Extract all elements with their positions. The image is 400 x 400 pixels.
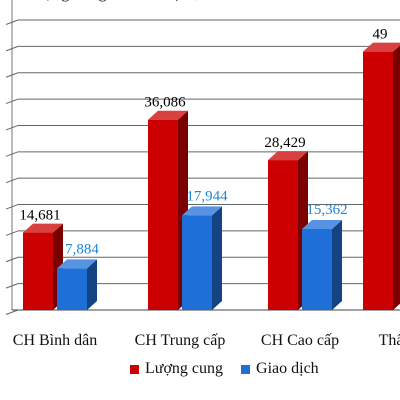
bar-transaction-0-top (57, 259, 97, 269)
bar-transaction-1-top (182, 206, 222, 216)
category-label-2: CH Cao cấp (261, 332, 339, 349)
gridline-tick (5, 72, 19, 78)
bar-transaction-1-side (212, 206, 222, 310)
gridline-tick (5, 283, 19, 289)
bar-transaction-2-top (302, 220, 342, 230)
chart-title: Lượng cung & Giao dịch, căn (24, 0, 228, 2)
data-label-supply-2: 28,429 (264, 135, 305, 151)
legend-label-supply: Lượng cung (145, 360, 224, 377)
data-label-supply-3: 49 (373, 27, 388, 43)
bar-supply-3 (363, 51, 393, 311)
legend-label-transaction: Giao dịch (256, 360, 319, 377)
chart-legend: Lượng cung Giao dịch (130, 360, 319, 378)
legend-swatch-transaction (241, 364, 251, 374)
category-label-3: Thấp (379, 332, 400, 349)
gridline-tick (5, 151, 19, 157)
bar-supply-0-top (23, 223, 63, 233)
bar-transaction-0 (57, 268, 87, 310)
gridline-tick (5, 19, 19, 25)
legend-swatch-supply (130, 364, 139, 374)
legend-item-transaction: Giao dịch (241, 360, 319, 378)
gridline-tick (5, 177, 19, 184)
data-label-transaction-2: 15,362 (306, 202, 347, 218)
gridline-tick (5, 45, 19, 52)
bar-transaction-0-side (87, 259, 97, 310)
bar-supply-1-top (148, 110, 188, 120)
gridline-tick (5, 98, 19, 105)
gridline-tick (5, 309, 19, 315)
bar-supply-1 (148, 119, 178, 310)
data-label-supply-1: 36,086 (144, 95, 186, 111)
bar-supply-3-top (363, 42, 400, 52)
gridline-tick (5, 230, 19, 236)
bar-supply-3-side (393, 45, 400, 310)
legend-item-supply: Lượng cung (130, 360, 223, 378)
bar-transaction-2-side (332, 220, 342, 310)
gridline-tick (5, 256, 19, 263)
bar-supply-2 (268, 160, 298, 310)
bar-supply-0 (23, 232, 53, 310)
data-label-supply-0: 14,681 (19, 208, 60, 224)
category-label-1: CH Trung cấp (135, 332, 226, 349)
bar-supply-2-top (268, 151, 308, 161)
data-label-transaction-0: 7,884 (65, 241, 99, 257)
bar-transaction-2 (302, 229, 332, 310)
category-label-0: CH Bình dân (13, 332, 97, 349)
bar-transaction-1 (182, 215, 212, 310)
data-label-transaction-1: 17,944 (186, 188, 228, 204)
gridline-tick (5, 124, 19, 131)
gridline-tick (5, 204, 19, 210)
